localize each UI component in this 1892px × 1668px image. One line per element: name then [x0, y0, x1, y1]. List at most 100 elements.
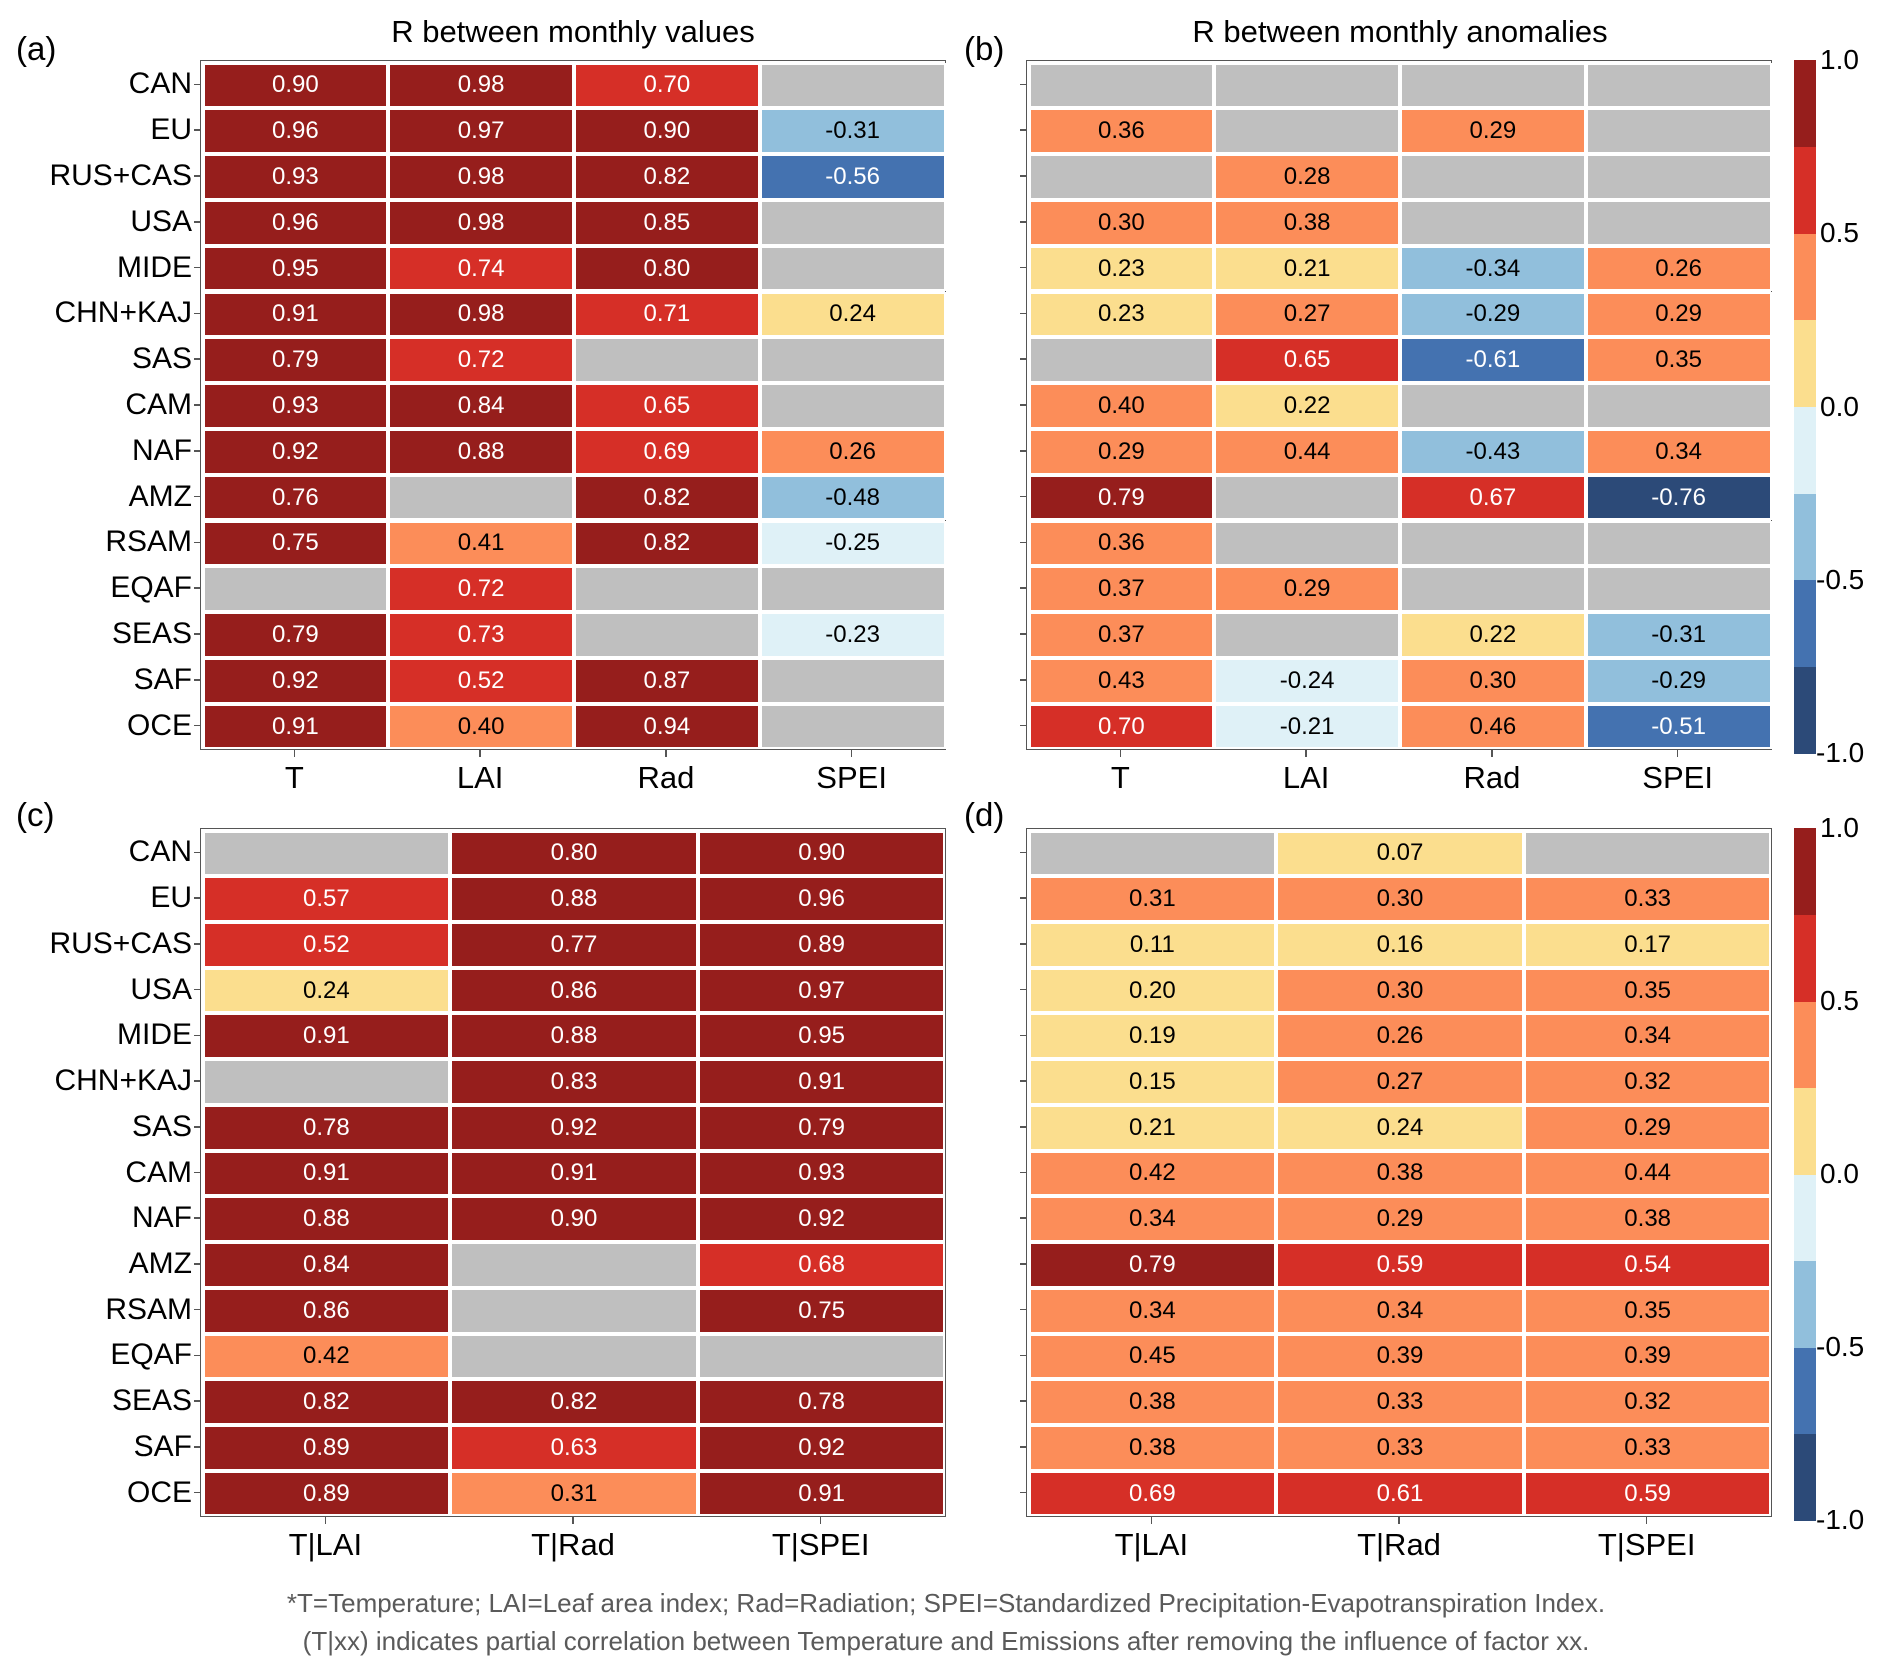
cell-value-label: 0.72: [457, 575, 505, 603]
heatmap-cell: 0.69: [574, 428, 760, 475]
colorbar-tick-label: 0.0: [1820, 1158, 1859, 1189]
heatmap-cell: -0.25: [759, 520, 946, 567]
heatmap-cell: 0.98: [388, 199, 574, 246]
heatmap-cell: [759, 62, 946, 109]
heatmap-cell: 0.82: [450, 1379, 698, 1426]
plot-area-a: 0.90 0.98 0.70 0.96 0.97 0.90 -0.31 0.93 0.98 0.8…: [200, 60, 946, 750]
y-tick-mark: [194, 1126, 200, 1128]
heatmap-cell: 0.79: [1028, 1242, 1277, 1288]
heatmap-cell: 0.84: [388, 383, 574, 429]
heatmap-cell: [1028, 830, 1277, 877]
heatmap-cell: 0.33: [1523, 876, 1772, 922]
cell-value-label: 0.43: [1098, 666, 1145, 694]
cell-value-label: 0.91: [302, 1022, 350, 1050]
y-tick-mark: [1020, 1308, 1026, 1311]
cell-value-label: 0.17: [1624, 930, 1672, 958]
heatmap-cell: 0.21: [1214, 245, 1400, 292]
y-tick-mark: [1020, 1354, 1026, 1357]
x-tick-mark: [819, 1517, 822, 1524]
cell-value-label: 0.67: [1469, 483, 1517, 511]
cell-value-label: 0.33: [1624, 885, 1672, 913]
heatmap-cell: 0.90: [574, 108, 760, 155]
y-tick-label: SAS: [131, 1109, 192, 1143]
y-tick-mark: [1020, 1126, 1026, 1128]
colorbar-bin: [1794, 233, 1816, 321]
heatmap-cell: [1028, 154, 1215, 200]
heatmap-cell: [1400, 62, 1586, 109]
colorbar-bin: [1794, 319, 1816, 407]
y-tick-label: EQAF: [110, 1338, 192, 1372]
heatmap-cell: 0.34: [1028, 1287, 1277, 1334]
cell-value-label: 0.96: [798, 885, 846, 913]
x-tick-mark: [1150, 1517, 1153, 1524]
cell-value-label: 0.29: [1098, 437, 1145, 465]
cell-value-label: 0.34: [1624, 1022, 1672, 1050]
y-tick-label: MIDE: [117, 250, 192, 284]
y-tick-mark: [1020, 1400, 1026, 1402]
cell-value-label: 0.98: [457, 208, 505, 236]
heatmap-cell: 0.73: [388, 612, 574, 658]
heatmap-cell: 0.79: [1028, 474, 1215, 521]
cell-value-label: 0.24: [829, 300, 876, 328]
cell-value-label: 0.33: [1376, 1388, 1424, 1416]
heatmap-cell: 0.35: [1585, 337, 1772, 384]
colorbar-tick-label: -1.0: [1816, 737, 1865, 768]
x-tick-mark: [324, 1517, 327, 1524]
y-tick-label: USA: [130, 972, 192, 1006]
heatmap-cell: 0.40: [388, 703, 574, 750]
heatmap-cell: 0.30: [1400, 657, 1586, 704]
colorbar-bin: [1794, 1347, 1816, 1434]
heatmap-cell: 0.83: [450, 1059, 698, 1105]
heatmap-cell: 0.88: [450, 876, 698, 922]
heatmap-cell: 0.82: [202, 1379, 451, 1426]
y-tick-label: MIDE: [117, 1018, 192, 1052]
heatmap-cell: 0.21: [1028, 1104, 1277, 1151]
heatmap-cell: -0.34: [1400, 245, 1586, 292]
heatmap-cell: 0.82: [574, 520, 760, 567]
cell-value-label: 0.35: [1624, 1296, 1672, 1324]
heatmap-cell: 0.20: [1028, 967, 1277, 1014]
heatmap-cell: 0.43: [1028, 657, 1215, 704]
y-tick-mark: [1020, 724, 1026, 727]
cell-value-label: 0.82: [550, 1388, 598, 1416]
y-tick-mark: [194, 897, 200, 899]
cell-value-label: 0.80: [550, 839, 598, 867]
cell-value-label: 0.92: [550, 1113, 598, 1141]
heatmap-cell: [574, 612, 760, 658]
y-tick-mark: [1020, 83, 1026, 86]
heatmap-cell: [450, 1242, 698, 1288]
cell-value-label: 0.79: [1128, 1250, 1176, 1278]
heatmap-cell: 0.90: [697, 830, 946, 877]
heatmap-cell: 0.39: [1523, 1333, 1772, 1380]
y-tick-label: EU: [150, 113, 192, 147]
heatmap-cell: 0.38: [1028, 1425, 1277, 1471]
heatmap-cell: -0.21: [1214, 703, 1400, 750]
heatmap-cell: 0.63: [450, 1425, 698, 1471]
heatmap-cell: [574, 566, 760, 613]
colorbar-bin: [1794, 60, 1816, 148]
heatmap-cell: -0.31: [759, 108, 946, 155]
cell-value-label: 0.92: [272, 666, 319, 694]
colorbar-gradient: [1794, 60, 1816, 754]
heatmap-cell: [1028, 62, 1215, 109]
cell-value-label: 0.65: [643, 391, 691, 419]
heatmap-cell: 0.70: [574, 62, 760, 109]
heatmap-cell: 0.93: [202, 383, 389, 429]
cell-value-label: 0.79: [1098, 483, 1145, 511]
heatmap-cell: [1214, 62, 1400, 109]
cell-value-label: 0.30: [1376, 885, 1424, 913]
cell-value-label: 0.69: [1128, 1479, 1176, 1507]
panel-title-a: R between monthly values: [391, 14, 755, 49]
cell-value-label: -0.34: [1465, 254, 1521, 282]
y-tick-mark: [194, 1354, 200, 1357]
cell-value-label: 0.98: [457, 300, 505, 328]
heatmap-cell: 0.98: [388, 291, 574, 338]
x-tick-label: T|Rad: [1357, 1527, 1441, 1562]
heatmap-cell: 0.80: [574, 245, 760, 292]
footnote-line-1: *T=Temperature; LAI=Leaf area index; Rad…: [286, 1588, 1606, 1618]
y-tick-label: CAM: [125, 1155, 192, 1189]
cell-value-label: 0.34: [1376, 1296, 1424, 1324]
cell-value-label: 0.75: [798, 1296, 846, 1324]
heatmap-cell: 0.54: [1523, 1242, 1772, 1288]
heatmap-cell: 0.90: [202, 62, 389, 109]
